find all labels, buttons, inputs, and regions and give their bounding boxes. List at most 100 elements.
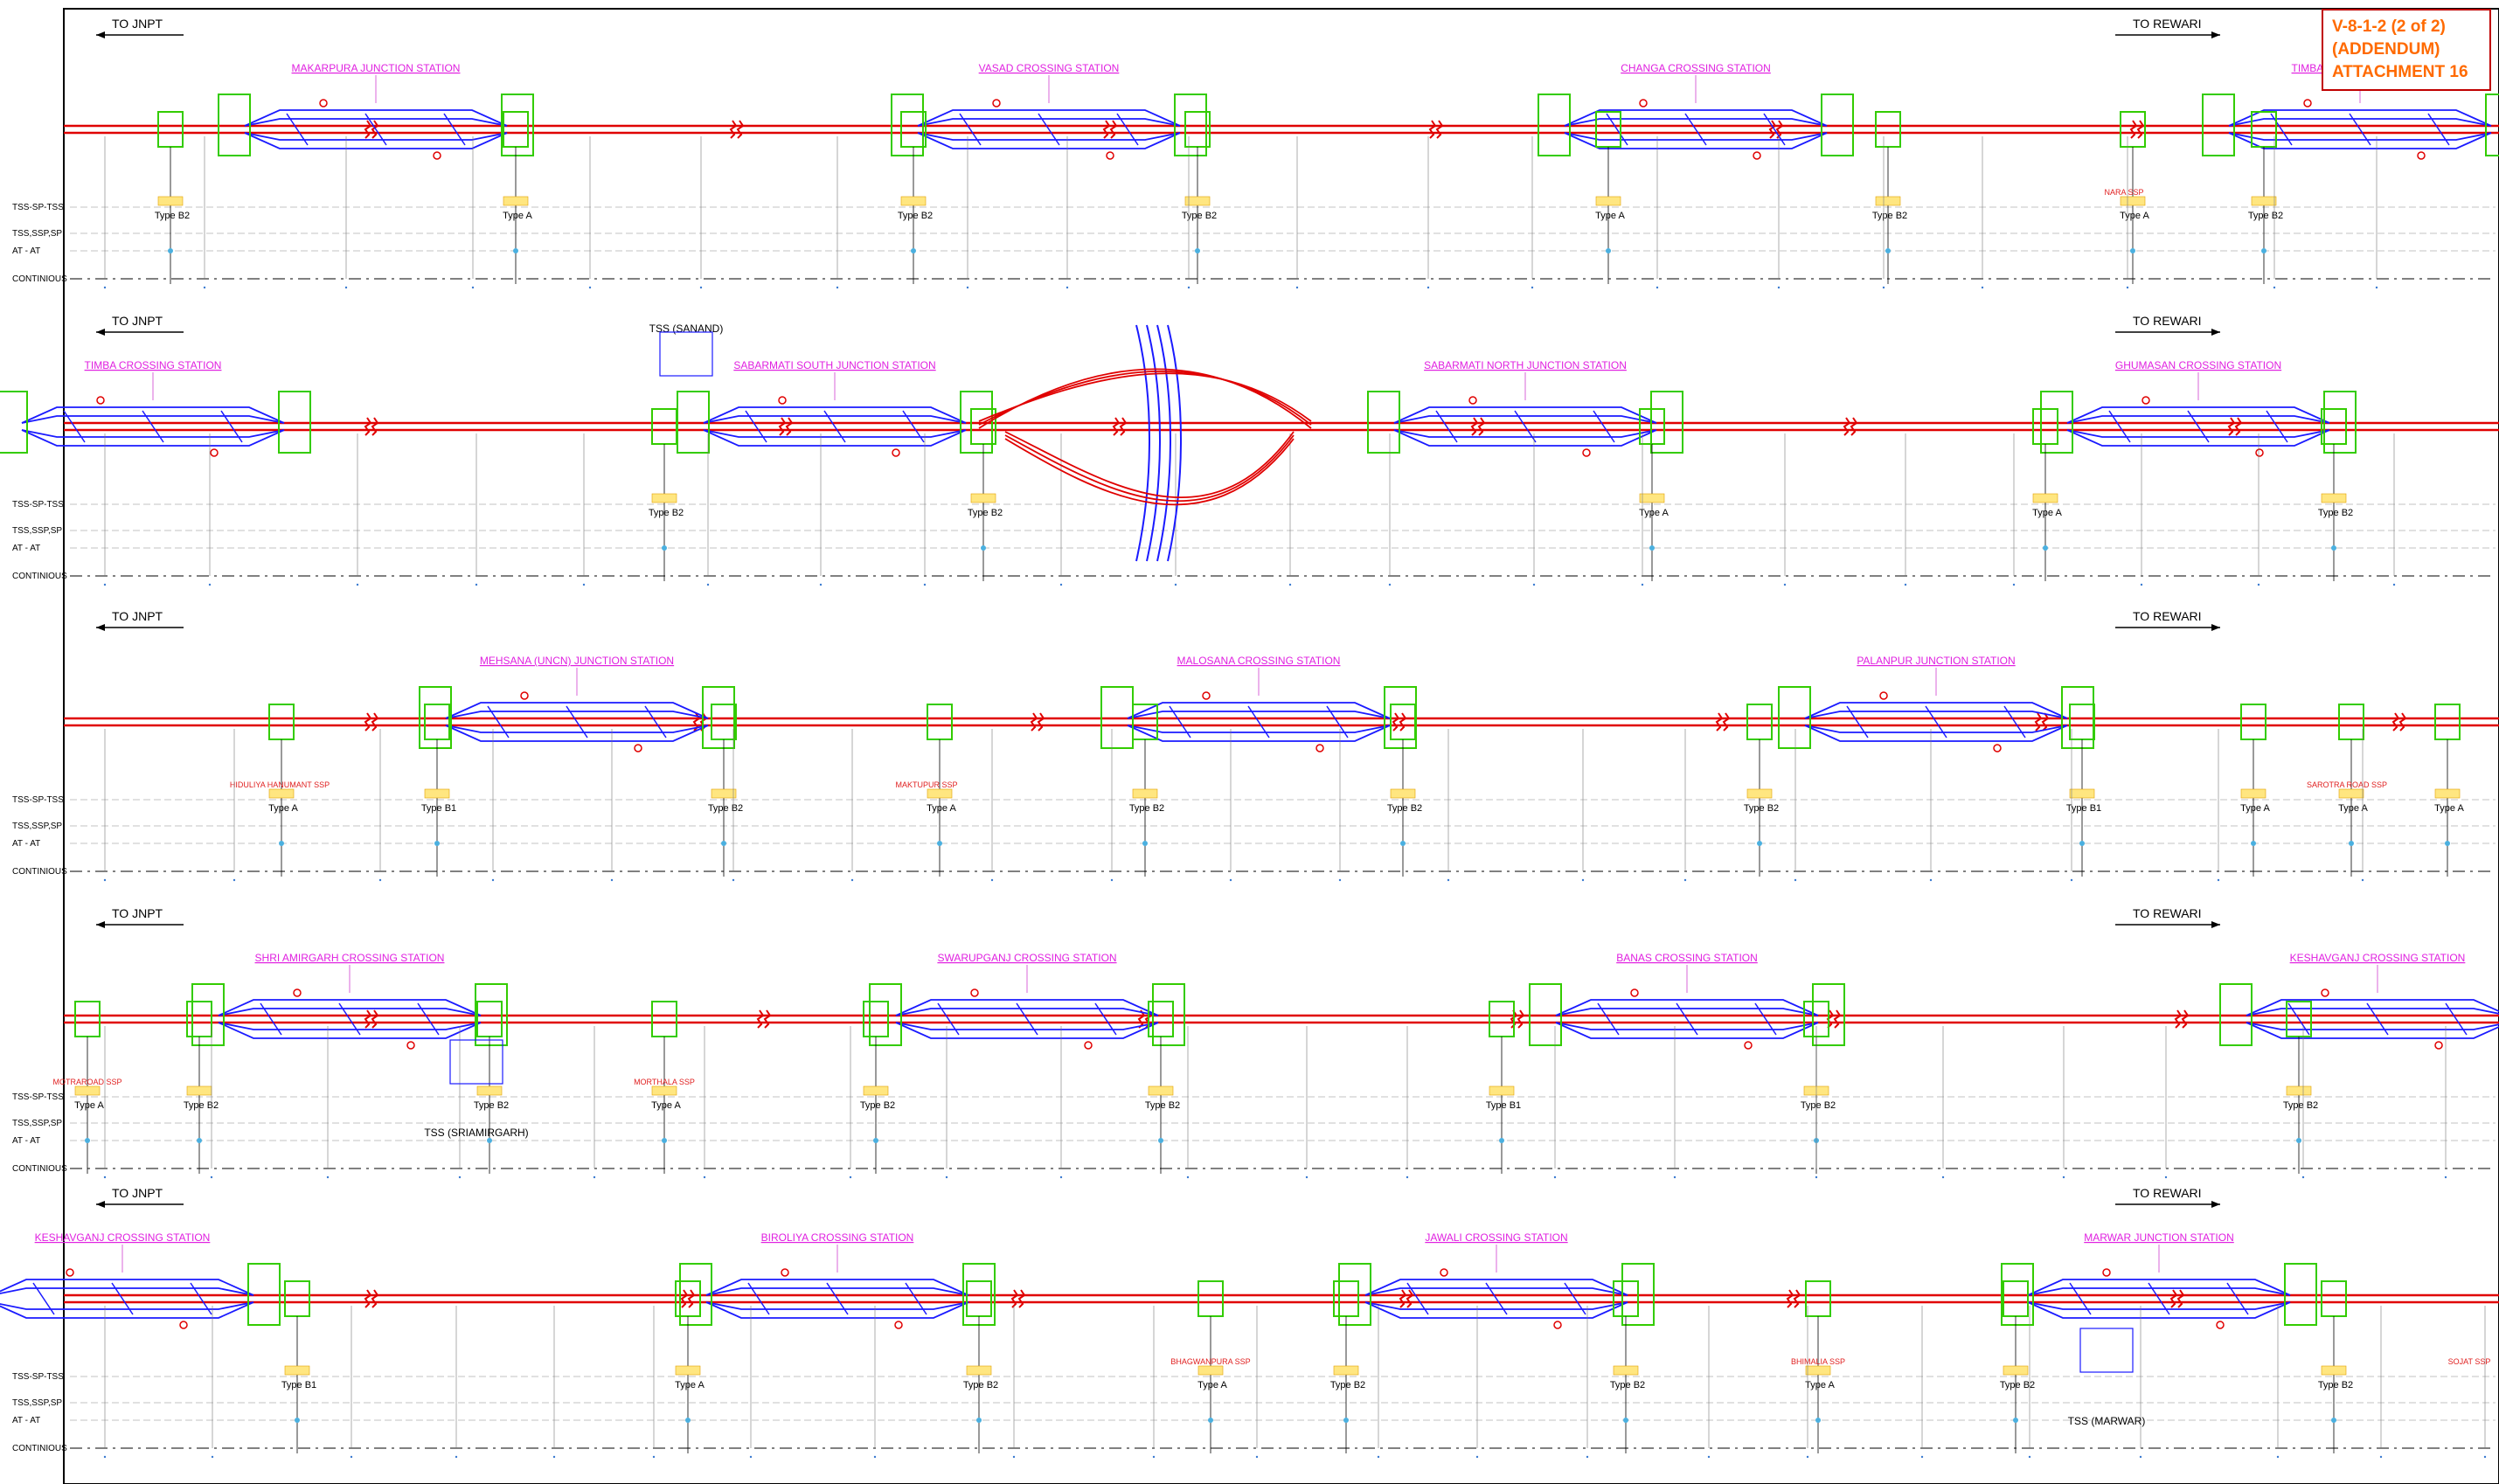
crossover [2270,113,2293,146]
crossover [1094,1002,1117,1036]
crossover [959,113,982,146]
chainage-tick [2273,286,2276,289]
sectioning-post: Type B2 [708,704,743,877]
at-marker [1343,1418,1349,1423]
post-type-label: Type B2 [1145,1100,1180,1111]
track-break-mark [2227,417,2236,436]
loop-track [703,429,967,447]
tss-enclosure [2079,1328,2134,1373]
strip-1: TO JNPT TO REWARI TSS-SP-TSS TSS,SSP,SP AT -… [12,17,2499,289]
post-type-label: Type A [503,211,532,221]
post-type-label: Type A [2338,803,2368,814]
chainage-tick [1427,286,1430,289]
at-marker [976,1418,982,1423]
station-name: MAKARPURA JUNCTION STATION [292,62,461,74]
track-break-mark [2398,712,2407,732]
signal-icon [2102,1268,2111,1277]
track-break-mark [1030,712,1038,732]
signal-icon [1753,151,1761,160]
signal-icon [2216,1321,2225,1329]
track-break-mark [364,120,372,139]
chainage-tick [203,286,206,289]
chainage-tick [1882,286,1885,289]
track-break-mark [1017,1289,1026,1308]
crossover [937,1002,960,1036]
chainage-tick [699,286,703,289]
sectioning-post: Type B2 [2283,1001,2318,1174]
crossover [1606,113,1628,146]
tss-label: TSS (MARWAR) [2068,1415,2146,1427]
chainage-tick [1929,878,1933,882]
at-marker [1623,1418,1628,1423]
chainage-tick [455,1455,458,1459]
chainage-tick [2392,583,2396,586]
sectioning-post: Type B1 [2066,704,2101,877]
chainage-tick [471,286,475,289]
sectioning-post: Type A [927,704,956,877]
post-tag [1805,1365,1831,1376]
chainage-tick [326,1175,330,1179]
chainage-tick [2379,1455,2383,1459]
post-tag [651,1085,677,1096]
crossover [364,113,387,146]
track-break-mark [1392,712,1400,732]
post-frame [966,1280,992,1317]
crossover [1846,705,1869,739]
crossover [1326,705,1349,739]
chainage-tick [2444,1175,2447,1179]
loop-track [1555,1022,1819,1039]
ssp-label: BHAGWANPURA SSP [1170,1357,1250,1366]
flyover-track [1156,324,1171,562]
post-type-label: Type A [2120,211,2149,221]
equipment-frame [501,94,534,156]
post-tag [268,788,295,799]
chainage-tick [1683,878,1687,882]
post-type-label: Type B1 [2066,803,2101,814]
crossover [190,1282,212,1315]
chainage-tick [2217,878,2220,882]
loop-track [244,109,508,127]
equipment-frame [1338,1263,1371,1326]
post-frame [74,1001,101,1037]
chainage-tick [1229,878,1232,882]
loop-track [0,1301,254,1319]
chainage-tick [1174,583,1177,586]
chainage-tick [1377,1455,1380,1459]
chainage-tick [2139,1455,2142,1459]
equipment-frame [1778,686,1811,749]
chainage-tick [350,1455,353,1459]
crossover [2349,113,2371,146]
crossover [902,410,925,443]
loop-track [2066,429,2330,438]
crossover [260,1002,282,1036]
loop-track [1364,1301,1628,1310]
sectioning-post: Type A [1639,408,1669,581]
loop-track [218,1022,482,1039]
crossover [1169,705,1191,739]
at-marker [1885,248,1891,253]
ssp-label: BHIMALIA SSP [1791,1357,1845,1366]
chainage-tick [990,878,994,882]
chainage-tick [1059,1175,1063,1179]
post-frame [2240,704,2266,740]
station-block: KESHAVGANJ CROSSING STATION [2219,952,2499,1050]
post-type-label: Type A [1595,211,1625,221]
at-marker [2445,841,2450,846]
tss-label: TSS (SRIAMIRGARH) [424,1127,528,1139]
row-label: CONTINIOUS [12,274,67,284]
direction-right-arrowhead [2211,624,2220,631]
chainage-tick [1641,583,1644,586]
loop-track [445,702,709,719]
track-break-mark [1406,1289,1414,1308]
station-block: GHUMASAN CROSSING STATION [2040,359,2357,457]
track-break-mark [756,1009,765,1029]
equipment-frame [0,391,28,454]
track-break-mark [1850,417,1858,436]
equipment-frame [1821,94,1854,156]
tss-enclosure [449,1039,503,1085]
row-label: AT - AT [12,246,40,256]
loop-track [1804,725,2068,733]
station-block: MEHSANA (UNCN) JUNCTION STATION [419,655,735,752]
loop-track [703,406,967,424]
signal-icon [894,1321,903,1329]
